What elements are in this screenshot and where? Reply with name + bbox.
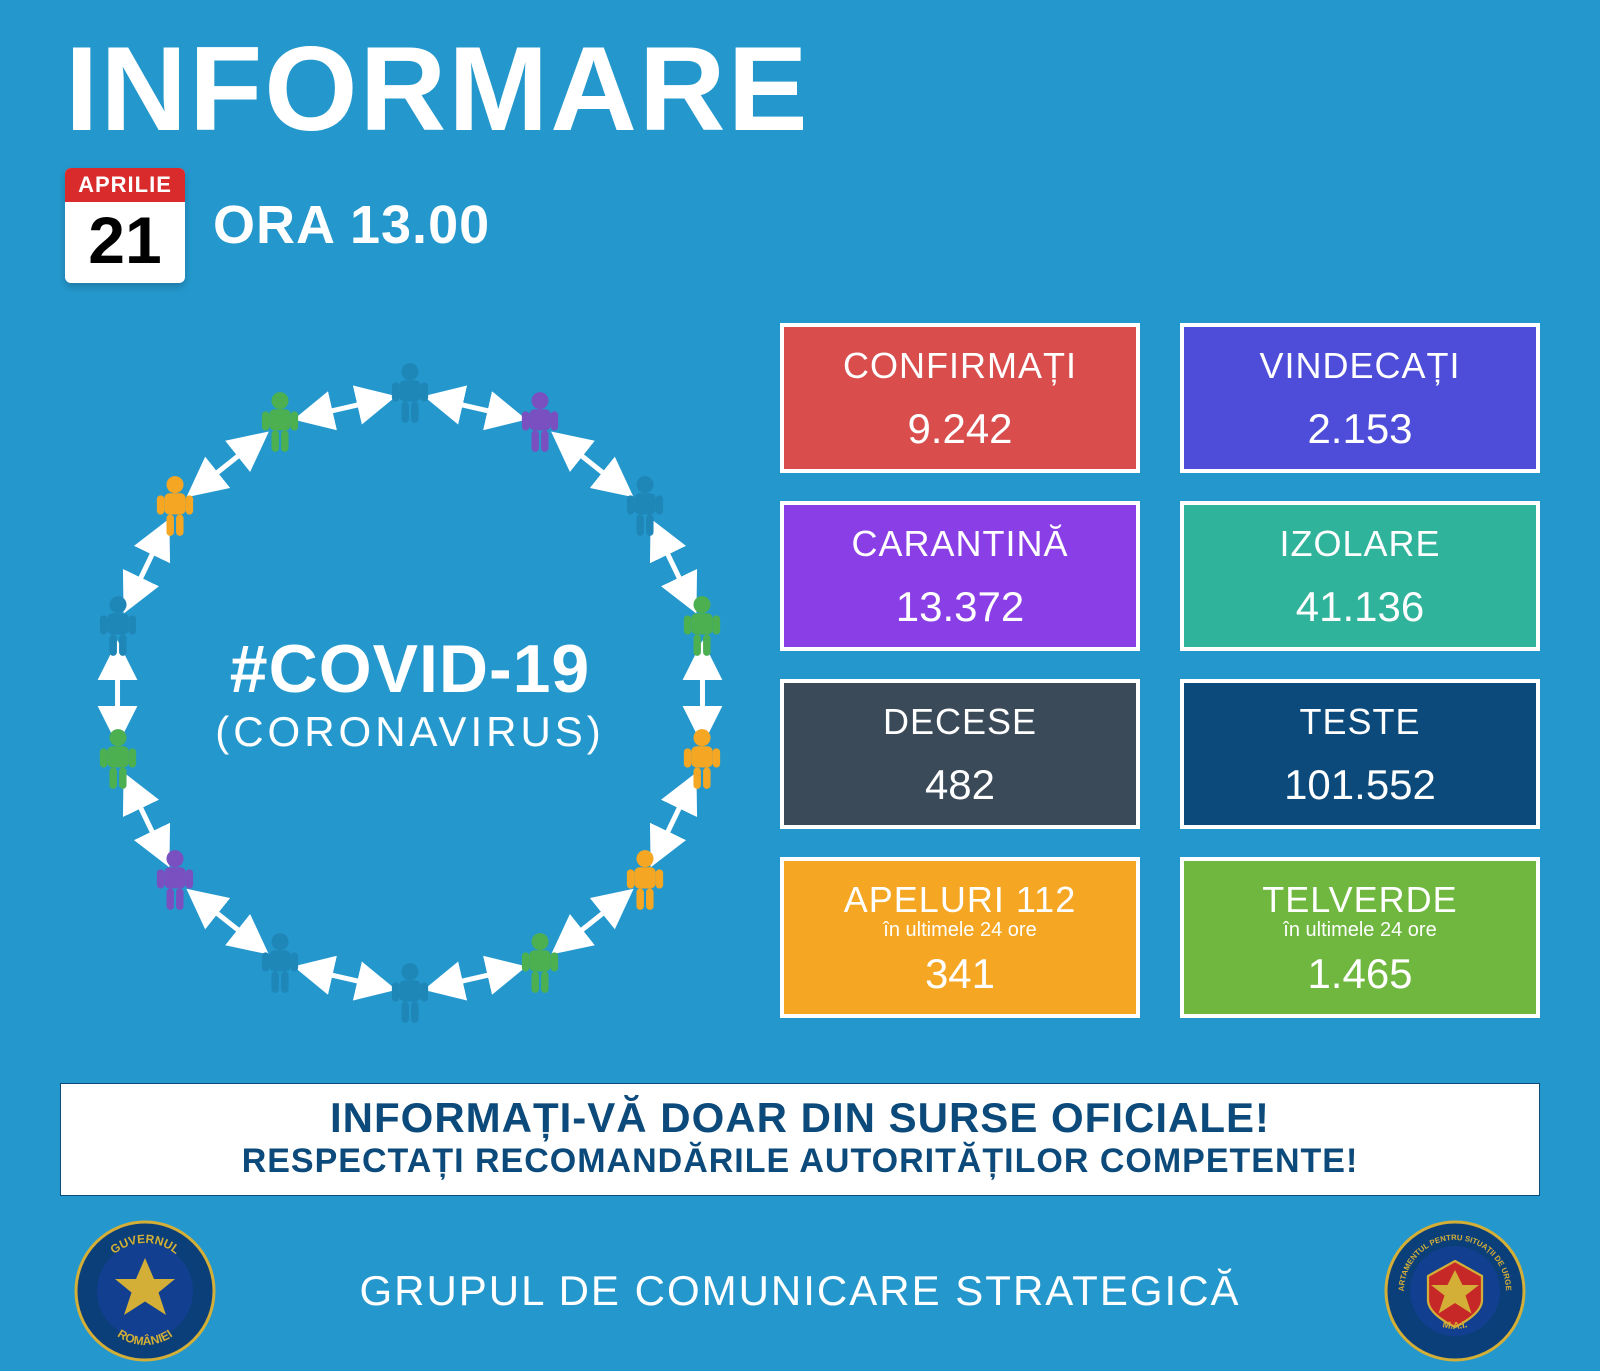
person-icon (680, 594, 724, 658)
stat-label: CARANTINĂ (794, 523, 1126, 565)
person-icon (388, 961, 432, 1025)
person-icon (96, 727, 140, 791)
stat-card: TESTE 101.552 (1180, 679, 1540, 829)
person-icon (153, 474, 197, 538)
stat-label: TELVERDE (1194, 879, 1526, 921)
stat-label: APELURI 112 (794, 879, 1126, 921)
stat-value: 9.242 (794, 405, 1126, 453)
hashtag-label: #COVID-19 (215, 630, 605, 708)
stat-value: 13.372 (794, 583, 1126, 631)
stat-label: CONFIRMAȚI (794, 345, 1126, 387)
emblem-dsu-icon: DEPARTAMENTUL PENTRU SITUAȚII DE URGENȚĂ… (1380, 1216, 1530, 1366)
footer-org-name: GRUPUL DE COMUNICARE STRATEGICĂ (220, 1267, 1380, 1315)
stat-card: VINDECAȚI 2.153 (1180, 323, 1540, 473)
calendar-day: 21 (65, 202, 185, 283)
stat-sublabel: în ultimele 24 ore (1194, 919, 1526, 942)
stat-label: DECESE (794, 701, 1126, 743)
emblem-guvernul-romaniei-icon: GUVERNUL ROMÂNIEI (70, 1216, 220, 1366)
page-title: INFORMARE (0, 0, 1600, 158)
date-time-row: APRILIE 21 ORA 13.00 (0, 158, 1600, 283)
people-ring-diagram: #COVID-19 (CORONAVIRUS) (60, 343, 760, 1043)
stat-card: CONFIRMAȚI 9.242 (780, 323, 1140, 473)
hashtag-subtitle: (CORONAVIRUS) (215, 708, 605, 756)
person-icon (96, 594, 140, 658)
calendar-month: APRILIE (65, 168, 185, 202)
footer: GUVERNUL ROMÂNIEI GRUPUL DE COMUNICARE S… (0, 1196, 1600, 1366)
notice-line-2: RESPECTAȚI RECOMANDĂRILE AUTORITĂȚILOR C… (81, 1142, 1519, 1181)
stat-label: IZOLARE (1194, 523, 1526, 565)
diagram-center-text: #COVID-19 (CORONAVIRUS) (215, 630, 605, 756)
stat-card: CARANTINĂ 13.372 (780, 501, 1140, 651)
stat-card: APELURI 112în ultimele 24 ore 341 (780, 857, 1140, 1018)
stat-card: DECESE 482 (780, 679, 1140, 829)
person-icon (518, 390, 562, 454)
person-icon (258, 931, 302, 995)
notice-line-1: INFORMAȚI-VĂ DOAR DIN SURSE OFICIALE! (81, 1094, 1519, 1142)
main-content: #COVID-19 (CORONAVIRUS) CONFIRMAȚI 9.242 V… (0, 283, 1600, 1043)
stat-label: TESTE (1194, 701, 1526, 743)
calendar-icon: APRILIE 21 (65, 168, 185, 283)
official-sources-notice: INFORMAȚI-VĂ DOAR DIN SURSE OFICIALE! RE… (60, 1083, 1540, 1196)
person-icon (258, 390, 302, 454)
person-icon (623, 474, 667, 538)
stats-grid: CONFIRMAȚI 9.242 VINDECAȚI 2.153 CARANTINĂ 13… (780, 323, 1540, 1018)
stat-card: TELVERDEîn ultimele 24 ore 1.465 (1180, 857, 1540, 1018)
person-icon (388, 361, 432, 425)
person-icon (623, 848, 667, 912)
stat-label: VINDECAȚI (1194, 345, 1526, 387)
stat-sublabel: în ultimele 24 ore (794, 919, 1126, 942)
person-icon (153, 848, 197, 912)
time-label: ORA 13.00 (213, 194, 490, 256)
stat-value: 1.465 (1194, 950, 1526, 998)
person-icon (680, 727, 724, 791)
stat-card: IZOLARE 41.136 (1180, 501, 1540, 651)
person-icon (518, 931, 562, 995)
svg-text:M.A.I.: M.A.I. (1442, 1319, 1469, 1332)
stat-value: 482 (794, 761, 1126, 809)
stat-value: 41.136 (1194, 583, 1526, 631)
stat-value: 341 (794, 950, 1126, 998)
stat-value: 2.153 (1194, 405, 1526, 453)
stat-value: 101.552 (1194, 761, 1526, 809)
